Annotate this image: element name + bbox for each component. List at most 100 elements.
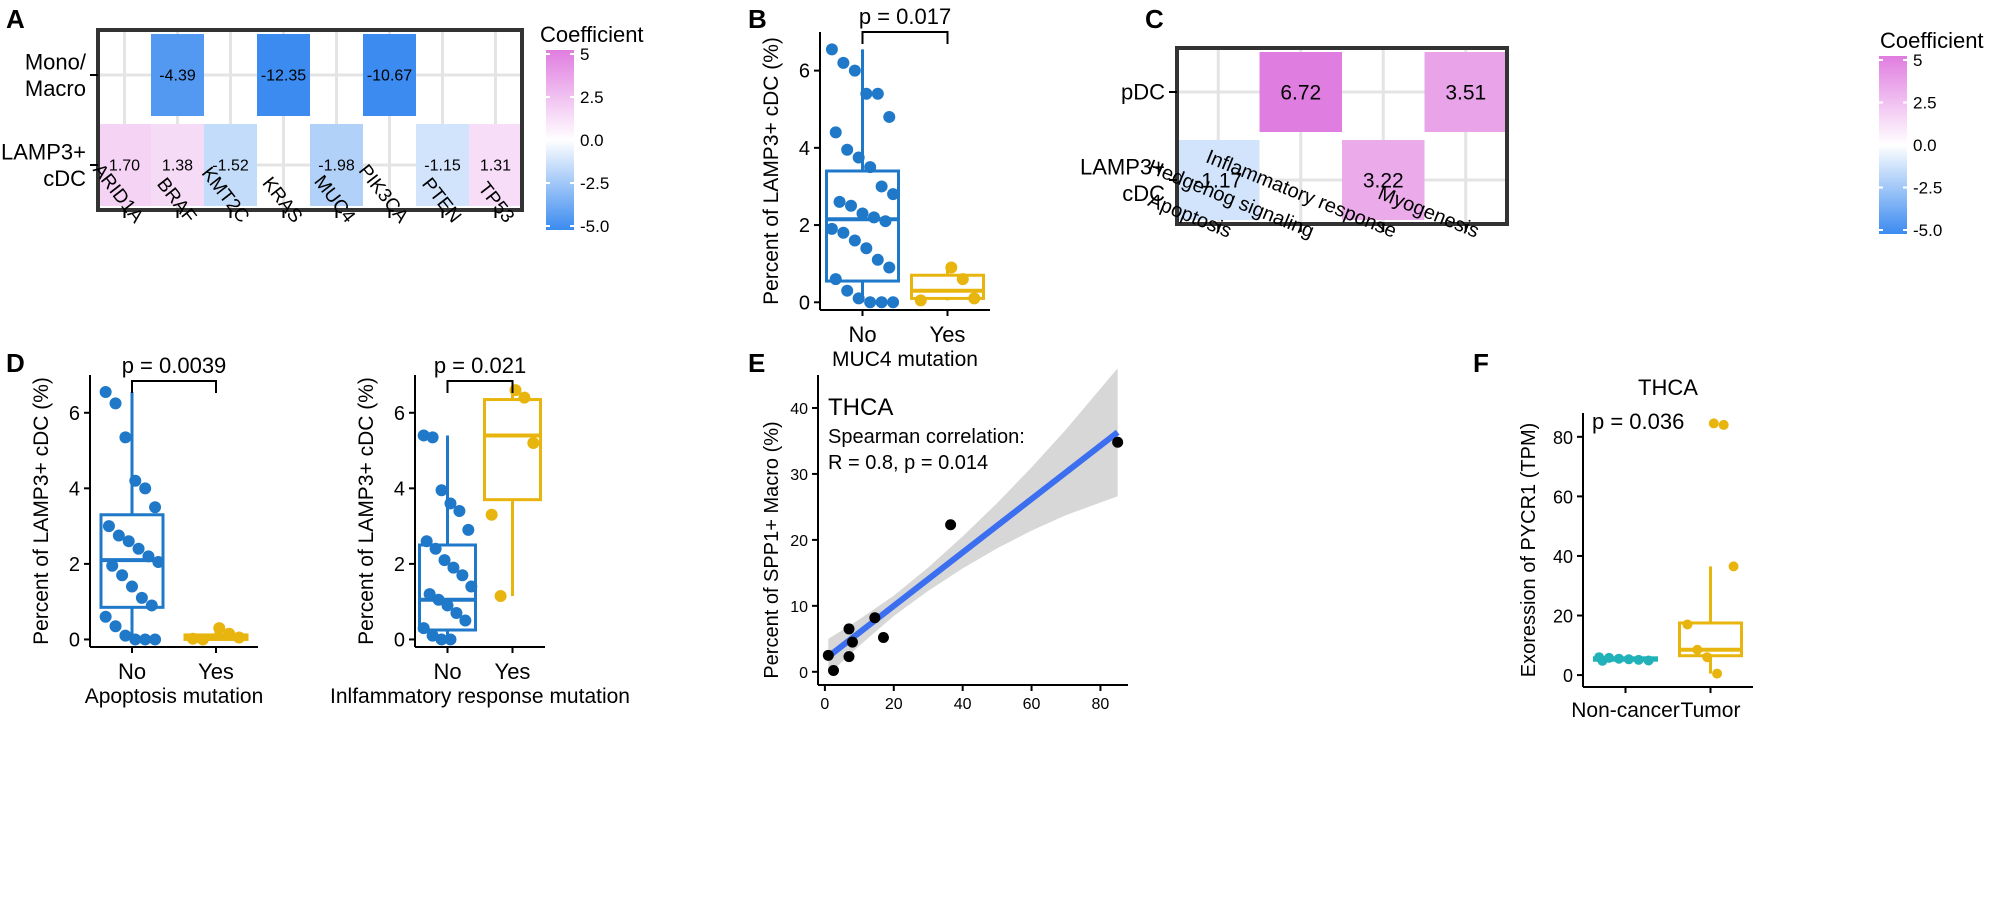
panel-letter-D: D (6, 348, 25, 378)
y-tick-label: 20 (1553, 607, 1573, 627)
data-point (417, 622, 430, 635)
data-point (152, 556, 165, 568)
data-point (435, 484, 448, 497)
colorbar-tick-label: 2.5 (1913, 94, 1937, 113)
data-point (132, 542, 145, 555)
y-tick-label: 2 (799, 215, 810, 237)
data-point (527, 437, 540, 449)
data-point (196, 633, 209, 646)
data-point (829, 126, 842, 139)
data-point (456, 569, 469, 582)
data-point (828, 664, 839, 676)
heatmap-A: -4.39 -12.35 -10.67 1.70 1.38 -1.52 -1.98 -1.15… (1, 22, 644, 236)
panel-letter-E: E (748, 348, 765, 378)
y-tick-label: 80 (1553, 428, 1573, 448)
y-tick-label: 30 (790, 467, 808, 484)
data-point (825, 43, 838, 56)
colorbar-tick-label: -5.0 (1913, 221, 1942, 240)
box (825, 169, 900, 283)
data-point (869, 612, 881, 624)
heatmap-cell (310, 124, 363, 206)
scatter-E: 0 20 40 60 80 0 10 20 30 40 THCA Spearman correlati… (761, 368, 1128, 713)
colorbar-tick-label: 5 (1913, 51, 1922, 70)
y-tick-label: 2 (69, 554, 80, 576)
data-point (233, 631, 246, 644)
y-tick-label: 40 (1553, 547, 1573, 567)
y-tick-label: 60 (1553, 487, 1573, 507)
cell-label: -1.52 (212, 158, 249, 175)
data-point (149, 501, 162, 514)
y-axis-label: Percent of SPP1+ Macro (%) (761, 421, 783, 678)
y-tick-label: 4 (69, 478, 80, 500)
x-tick-label: No (433, 659, 461, 684)
p-value: p = 0.021 (434, 353, 526, 378)
y-tick-label: 10 (790, 599, 808, 616)
data-point (1623, 654, 1634, 665)
data-point (186, 632, 199, 645)
y-tick-label: 4 (394, 478, 405, 500)
y-tick-label: 40 (790, 401, 808, 418)
data-point (1643, 655, 1654, 666)
x-tick-label: Yes (495, 659, 531, 684)
x-tick-label: 80 (1092, 696, 1110, 713)
y-axis-label: Percent of LAMP3+ cDC (%) (355, 377, 378, 645)
data-point (945, 261, 958, 274)
cell-label: 3.22 (1363, 169, 1404, 192)
y-tick-label: 0 (1563, 666, 1573, 686)
heatmap-cell (469, 124, 522, 206)
colorbar-tick-label: -2.5 (1913, 179, 1942, 198)
data-point (867, 211, 880, 224)
data-point (914, 294, 927, 307)
row-label: cDC (43, 166, 86, 191)
data-point (116, 569, 129, 582)
cell-label: 1.38 (162, 158, 193, 175)
data-point (149, 633, 162, 646)
data-point (968, 292, 981, 305)
y-tick-label: 0 (69, 629, 80, 651)
row-label: Mono/ (25, 50, 87, 75)
data-point (1728, 561, 1739, 572)
y-axis-label: Percent of LAMP3+ cDC (%) (760, 37, 783, 305)
heatmap-cell (98, 124, 151, 206)
x-tick-label: 40 (954, 696, 972, 713)
data-point (825, 222, 838, 235)
annotation-line: Spearman correlation: (828, 426, 1025, 448)
data-point (462, 523, 475, 536)
heatmap-C: 6.72 3.51-1.17 3.22pDCLAMP3+cDCApoptosisHe… (1080, 28, 1984, 243)
box (483, 398, 542, 502)
legend-title: Coefficient (1880, 28, 1984, 53)
data-point (871, 87, 884, 100)
x-tick-label: 60 (1023, 696, 1041, 713)
p-value: p = 0.0039 (122, 353, 227, 378)
cell-label: 1.31 (480, 158, 511, 175)
data-point (135, 591, 148, 604)
panel-letter-A: A (6, 4, 25, 34)
y-axis-label: Percent of LAMP3+ cDC (%) (30, 377, 53, 645)
data-point (1692, 644, 1703, 655)
row-label: cDC (1122, 181, 1165, 206)
panel-letter-B: B (748, 4, 767, 34)
x-tick-label: No (848, 322, 876, 347)
panel-letter-F: F (1473, 348, 1489, 378)
data-point (833, 195, 846, 208)
y-tick-label: 0 (394, 629, 405, 651)
data-point (122, 535, 135, 548)
data-point (1597, 655, 1608, 666)
data-point (142, 550, 155, 563)
col-label: KRAS (258, 173, 306, 227)
data-point (426, 431, 439, 444)
data-point (417, 429, 430, 442)
data-point (441, 599, 454, 612)
data-point (845, 199, 858, 212)
data-point (119, 629, 132, 642)
significance-bracket (861, 31, 949, 44)
cell-label: -12.35 (261, 68, 306, 85)
boxplot-F: 0 20 40 60 80 Non-cancer Tumor p = 0.036 Exoress… (1518, 375, 1753, 722)
y-axis-label: Exoression of PYCR1 (TPM) (1518, 423, 1540, 678)
row-label: LAMP3+ (1, 140, 86, 165)
data-point (465, 580, 478, 593)
data-point (875, 180, 888, 193)
significance-bracket (446, 380, 514, 393)
data-point (99, 610, 112, 623)
